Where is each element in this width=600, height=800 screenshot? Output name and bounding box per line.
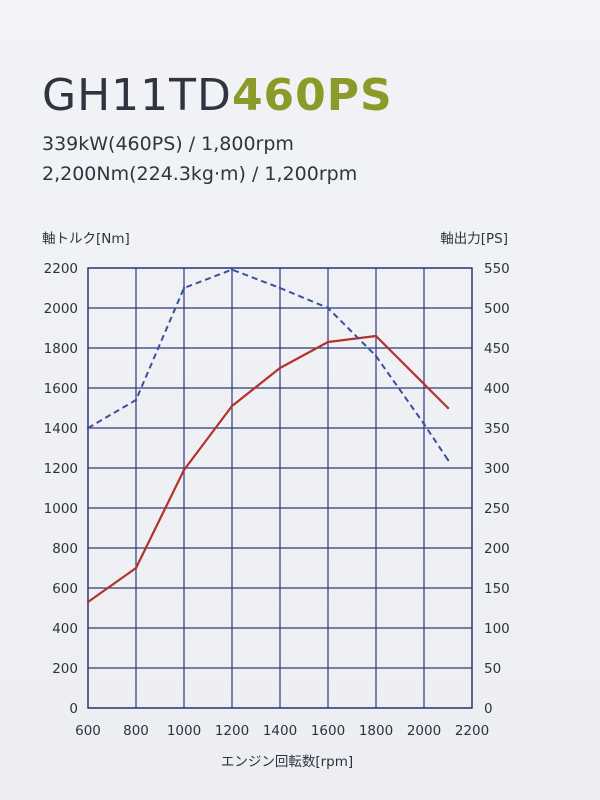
y-right-tick-label: 200 — [484, 541, 510, 557]
y-left-tick-label: 2000 — [44, 301, 78, 317]
y-left-tick-label: 200 — [52, 661, 78, 677]
y-left-tick-label: 800 — [52, 541, 78, 557]
x-tick-label: 800 — [123, 723, 149, 739]
grid — [87, 267, 473, 709]
y-right-tick-label: 300 — [484, 461, 510, 477]
y-left-tick-label: 0 — [69, 701, 78, 717]
y-right-tick-label: 100 — [484, 621, 510, 637]
torque-point — [278, 366, 282, 370]
y-right-tick-label: 50 — [484, 661, 501, 677]
power-point — [86, 426, 90, 430]
torque-point — [422, 382, 426, 386]
x-axis-label: エンジン回転数[rpm] — [221, 754, 353, 770]
y-right-tick-label: 250 — [484, 501, 510, 517]
y-right-tick-label: 350 — [484, 421, 510, 437]
y-left-tick-label: 600 — [52, 581, 78, 597]
right-axis-label: 軸出力[PS] — [440, 231, 508, 247]
power-point — [374, 354, 378, 358]
x-tick-label: 1400 — [263, 723, 297, 739]
x-tick-label: 1000 — [167, 723, 201, 739]
torque-point — [230, 404, 234, 408]
power-point — [278, 286, 282, 290]
x-tick-label: 1800 — [359, 723, 393, 739]
y-left-tick-label: 1600 — [44, 381, 78, 397]
y-left-tick-label: 1400 — [44, 421, 78, 437]
y-left-tick-label: 1000 — [44, 501, 78, 517]
x-tick-label: 600 — [75, 723, 101, 739]
y-right-tick-label: 500 — [484, 301, 510, 317]
x-tick-label: 2000 — [407, 723, 441, 739]
x-tick-label: 1600 — [311, 723, 345, 739]
x-tick-label: 1200 — [215, 723, 249, 739]
power-point — [182, 286, 186, 290]
power-curve — [87, 268, 449, 461]
power-point — [230, 268, 234, 271]
power-point — [326, 306, 330, 310]
torque-curve — [87, 334, 449, 603]
y-right-tick-label: 150 — [484, 581, 510, 597]
engine-ps-rating: 460PS — [231, 70, 393, 121]
left-axis-label: 軸トルク[Nm] — [42, 231, 130, 247]
power-point — [422, 422, 426, 426]
tick-labels: 600 800 1000 1200 1400 1600 1800 2000 2200020040… — [44, 261, 510, 739]
engine-model: GH11TD — [42, 70, 232, 121]
torque-point — [446, 406, 450, 410]
chart-title: GH11TD460PS — [42, 70, 393, 121]
torque-point — [86, 600, 90, 604]
y-right-tick-label: 550 — [484, 261, 510, 277]
torque-point — [326, 340, 330, 344]
plot-frame — [87, 267, 473, 709]
y-right-tick-label: 0 — [484, 701, 493, 717]
y-right-tick-label: 450 — [484, 341, 510, 357]
power-spec: 339kW(460PS) / 1,800rpm — [42, 133, 294, 155]
torque-point — [134, 566, 138, 570]
y-left-tick-label: 1800 — [44, 341, 78, 357]
series-lines — [86, 268, 450, 604]
y-right-tick-label: 400 — [484, 381, 510, 397]
y-left-tick-label: 1200 — [44, 461, 78, 477]
torque-point — [182, 468, 186, 472]
torque-point — [374, 334, 378, 338]
power-point — [134, 398, 138, 402]
y-left-tick-label: 2200 — [44, 261, 78, 277]
power-point — [446, 458, 450, 462]
y-left-tick-label: 400 — [52, 621, 78, 637]
x-tick-label: 2200 — [455, 723, 489, 739]
torque-spec: 2,200Nm(224.3kg·m) / 1,200rpm — [42, 163, 358, 185]
